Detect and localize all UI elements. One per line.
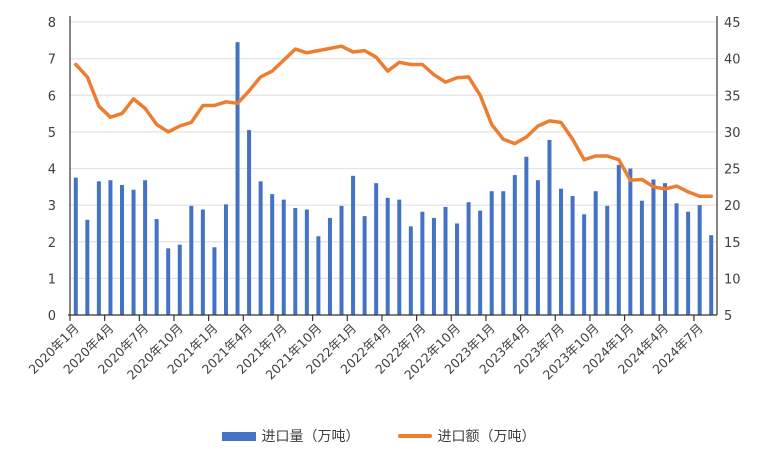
y-left-tick-label: 7 (48, 53, 56, 68)
y-left-tick-label: 8 (48, 16, 56, 31)
bar (639, 200, 644, 315)
bar (663, 183, 668, 315)
y-left-tick-label: 2 (48, 236, 56, 251)
y-right-tick-label: 40 (724, 53, 741, 68)
y-right-tick-label: 25 (724, 163, 741, 178)
bar (455, 223, 460, 315)
bar (524, 156, 529, 315)
legend-label: 进口量（万吨） (261, 429, 360, 445)
bar (605, 205, 610, 315)
bar (559, 188, 564, 315)
bar (547, 139, 552, 315)
y-left-tick-label: 4 (48, 163, 56, 178)
legend: 进口量（万吨） 进口额（万吨） (0, 426, 757, 446)
bar (200, 209, 205, 315)
bar (304, 209, 309, 315)
y-right-tick-label: 45 (724, 16, 741, 31)
bar (374, 183, 379, 315)
bar (697, 205, 702, 315)
y-left-tick-label: 3 (48, 199, 56, 214)
bar (166, 248, 171, 315)
bar (247, 130, 252, 315)
bar (512, 175, 517, 315)
line-series-import-value (74, 44, 713, 199)
bar (119, 184, 124, 315)
bar (397, 199, 402, 315)
bar (143, 180, 148, 315)
bar (281, 199, 286, 315)
bar (212, 247, 217, 315)
y-right-tick-label: 30 (724, 126, 741, 141)
y-left-tick-label: 6 (48, 89, 56, 104)
bar (235, 42, 240, 316)
bar (570, 195, 575, 315)
bar (686, 211, 691, 315)
y-right-tick-label: 5 (724, 309, 732, 324)
bar (154, 219, 159, 315)
bar (258, 181, 263, 315)
bar (351, 175, 356, 315)
chart: 012345678510152025303540452020年1月2020年4月… (25, 16, 741, 383)
bar (478, 210, 483, 315)
bar (316, 236, 321, 315)
y-left-tick-label: 5 (48, 126, 56, 141)
y-left-tick-label: 0 (48, 309, 56, 324)
bar (131, 189, 136, 315)
bar (270, 194, 275, 315)
bar (651, 179, 656, 315)
bar (489, 191, 494, 315)
bar (96, 181, 101, 315)
y-right-tick-label: 20 (724, 199, 741, 214)
bar (420, 211, 425, 315)
legend-label: 进口额（万吨） (437, 429, 536, 445)
bar (108, 180, 113, 315)
bar (501, 191, 506, 315)
legend-item-import-value: 进口额（万吨） (397, 426, 536, 446)
legend-swatch-line (397, 434, 432, 438)
y-right-tick-label: 35 (724, 89, 741, 104)
bar (674, 203, 679, 315)
y-right-tick-label: 15 (724, 236, 741, 251)
bar (327, 217, 332, 315)
bar (443, 206, 448, 315)
y-right-tick-label: 10 (724, 272, 741, 287)
bar (709, 235, 714, 315)
bar (385, 197, 390, 315)
bar (339, 205, 344, 315)
bar (593, 191, 598, 315)
bar (466, 202, 471, 315)
bar (628, 168, 633, 315)
legend-swatch-bar (221, 431, 256, 441)
bar (223, 204, 228, 315)
bar (73, 177, 78, 315)
bar (189, 205, 194, 315)
bar (177, 244, 182, 315)
y-left-tick-label: 1 (48, 272, 56, 287)
bar (616, 164, 621, 315)
bar (408, 226, 413, 315)
legend-item-import-volume: 进口量（万吨） (221, 426, 360, 446)
bar (293, 208, 298, 315)
bar (582, 214, 587, 315)
bar (535, 180, 540, 315)
bar (85, 219, 90, 315)
bar (362, 216, 367, 315)
bar (431, 217, 436, 315)
